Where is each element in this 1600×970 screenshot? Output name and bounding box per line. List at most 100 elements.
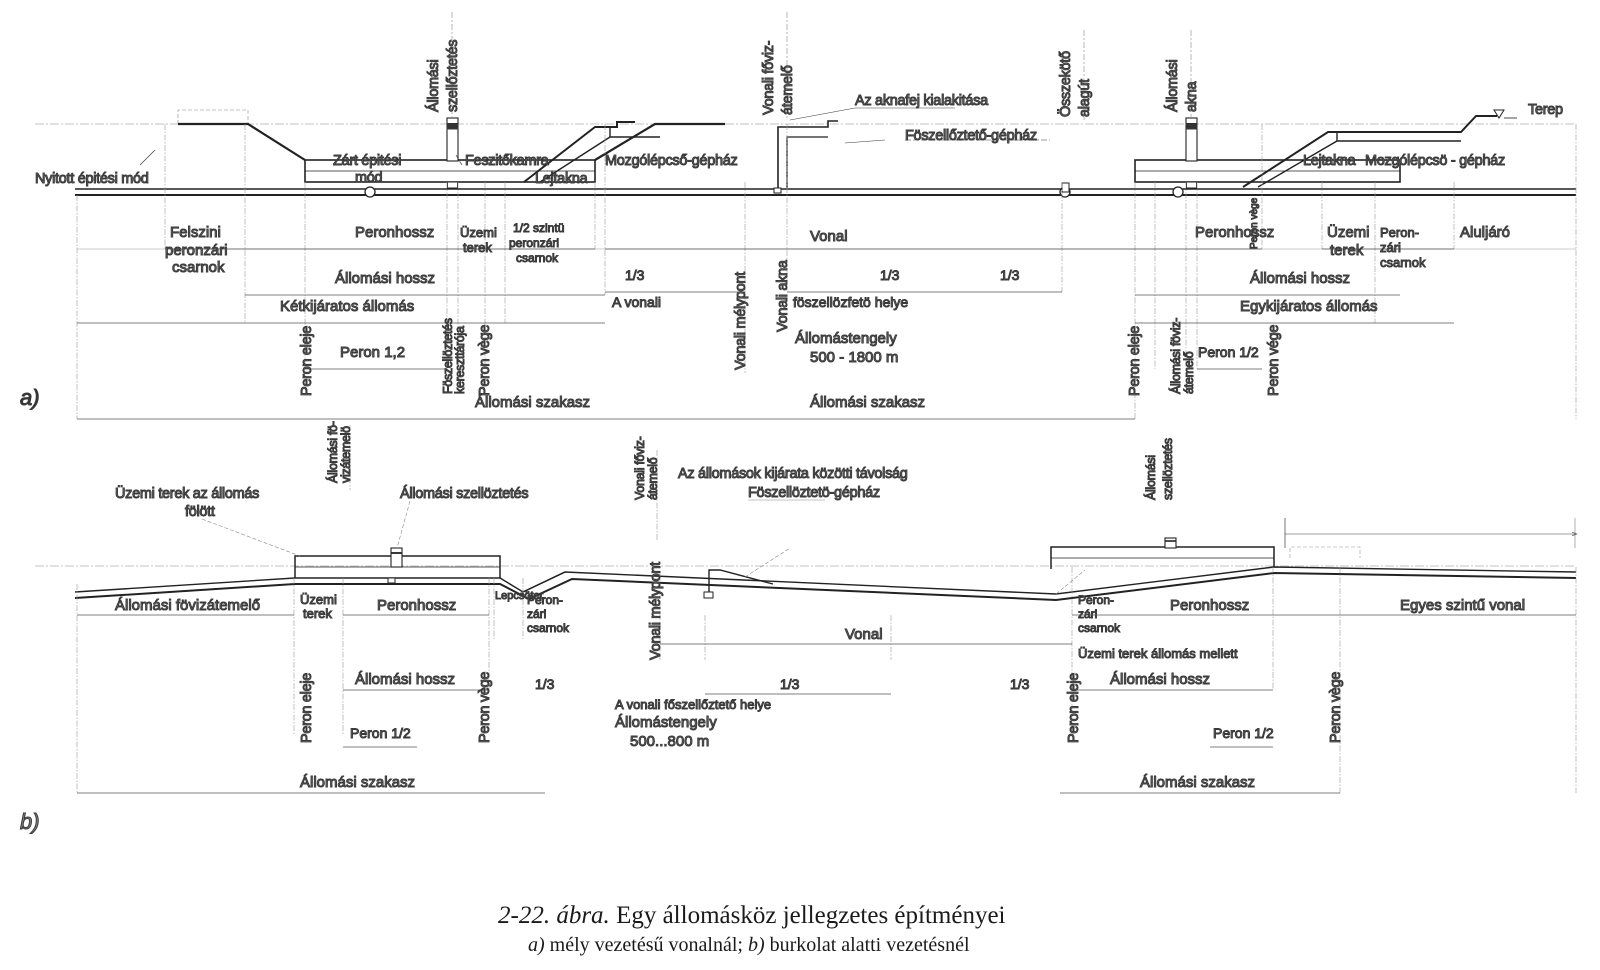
svg-text:Lejtakna: Lejtakna	[1303, 153, 1357, 169]
svg-text:Az állomások kijárata közötti: Az állomások kijárata közötti távolság	[678, 466, 908, 482]
svg-text:Állomási: Állomási	[1143, 455, 1158, 500]
svg-text:Összekötő: Összekötő	[1056, 51, 1074, 117]
svg-text:1/3: 1/3	[535, 676, 555, 692]
svg-text:csarnok: csarnok	[172, 259, 225, 276]
svg-text:Vonali mélypont: Vonali mélypont	[733, 272, 749, 370]
svg-text:Zárt épitési: Zárt épitési	[333, 153, 401, 169]
svg-text:1/2 szintü: 1/2 szintü	[513, 221, 564, 235]
svg-text:Mozgólépcsö - gépház: Mozgólépcsö - gépház	[1365, 153, 1505, 169]
svg-text:Állomástengely: Állomástengely	[795, 330, 897, 347]
svg-text:Állomási szakasz: Állomási szakasz	[475, 394, 590, 411]
svg-text:Üzemi: Üzemi	[1327, 223, 1370, 241]
svg-text:vizátemelö: vizátemelö	[339, 426, 353, 483]
svg-text:b): b)	[20, 809, 40, 834]
svg-text:a) mély vezetésű vonalnál; b): a) mély vezetésű vonalnál; b) burkolat a…	[528, 934, 970, 956]
svg-text:Állomási hossz: Állomási hossz	[335, 270, 435, 287]
svg-text:A vonali főszellőztető helye: A vonali főszellőztető helye	[615, 697, 771, 712]
svg-text:Peron 1/2: Peron 1/2	[1213, 725, 1274, 741]
svg-text:Állomási szakasz: Állomási szakasz	[300, 774, 415, 791]
svg-text:Üzemi terek az állomás: Üzemi terek az állomás	[115, 484, 259, 502]
svg-text:csarnok: csarnok	[527, 621, 570, 635]
svg-text:terek: terek	[463, 240, 492, 255]
svg-text:Vonal: Vonal	[845, 626, 883, 643]
svg-text:alagút: alagút	[1077, 79, 1093, 117]
svg-text:szellőztetés: szellőztetés	[445, 40, 461, 112]
svg-text:Vonali akna: Vonali akna	[775, 259, 791, 332]
svg-text:terek: terek	[303, 606, 332, 621]
svg-text:Terep: Terep	[1528, 102, 1563, 118]
svg-text:Peron eleje: Peron eleje	[299, 326, 315, 396]
svg-text:Peronhossz: Peronhossz	[377, 597, 456, 614]
svg-text:Állomási föviz-: Állomási föviz-	[1168, 318, 1183, 394]
svg-text:Peronhossz: Peronhossz	[1170, 597, 1249, 614]
svg-text:Egykijáratos állomás: Egykijáratos állomás	[1240, 298, 1378, 315]
svg-text:Föszellöztetö-gépház: Föszellöztetö-gépház	[748, 485, 880, 501]
svg-text:mód: mód	[355, 170, 383, 186]
svg-text:Üzemi terek állomás mellett: Üzemi terek állomás mellett	[1078, 646, 1238, 661]
svg-text:csarnok: csarnok	[1380, 255, 1426, 270]
svg-text:Vonali főviz-: Vonali főviz-	[633, 436, 647, 500]
svg-text:zári: zári	[527, 607, 546, 621]
svg-text:Feszitőkamra: Feszitőkamra	[465, 153, 550, 169]
svg-text:Peron vège: Peron vège	[477, 672, 493, 743]
svg-text:Peronhossz: Peronhossz	[1195, 224, 1274, 241]
svg-text:Egyes szintű vonal: Egyes szintű vonal	[1400, 597, 1525, 614]
svg-text:Mozgólépcső-gépház: Mozgólépcső-gépház	[605, 153, 737, 169]
svg-text:2-22. ábra. Egy állomásköz jel: 2-22. ábra. Egy állomásköz jellegzetes é…	[498, 902, 1006, 929]
svg-text:1/3: 1/3	[880, 267, 900, 283]
svg-text:Állomási: Állomási	[425, 60, 442, 112]
svg-text:átemelő: átemelő	[1182, 351, 1196, 394]
svg-text:Peron eleje: Peron eleje	[1127, 326, 1143, 396]
svg-text:500...800 m: 500...800 m	[630, 733, 709, 750]
svg-text:csarnok: csarnok	[516, 251, 559, 265]
svg-text:átemelő: átemelő	[646, 457, 660, 500]
svg-text:Peron-: Peron-	[1078, 593, 1114, 607]
svg-text:Peron-: Peron-	[527, 593, 563, 607]
svg-text:Peron eleje: Peron eleje	[299, 673, 315, 743]
svg-text:Üzemi: Üzemi	[460, 225, 497, 240]
svg-text:Vonali mélypont: Vonali mélypont	[648, 562, 664, 660]
svg-text:kereszttárója: kereszttárója	[453, 326, 467, 394]
svg-text:terek: terek	[1330, 242, 1364, 259]
svg-text:Peron vège: Peron vège	[1328, 672, 1344, 743]
svg-text:Föszellőztető-gépház: Föszellőztető-gépház	[905, 128, 1037, 144]
svg-text:A vonali: A vonali	[612, 294, 661, 310]
svg-text:Kétkijáratos állomás: Kétkijáratos állomás	[280, 298, 414, 315]
svg-text:Állomási szakasz: Állomási szakasz	[1140, 774, 1255, 791]
svg-text:1/3: 1/3	[780, 676, 800, 692]
svg-text:Állomási hossz: Állomási hossz	[1110, 671, 1210, 688]
svg-text:peronzári: peronzári	[509, 236, 559, 250]
svg-text:akna: akna	[1184, 81, 1200, 112]
svg-text:csarnok: csarnok	[1078, 621, 1121, 635]
svg-text:Nyitott épitési mód: Nyitott épitési mód	[35, 171, 149, 187]
svg-text:Állomási fö-: Állomási fö-	[325, 421, 340, 483]
svg-text:Peron 1/2: Peron 1/2	[350, 725, 411, 741]
svg-text:Állomási fövizátemelő: Állomási fövizátemelő	[115, 597, 260, 614]
svg-text:zári: zári	[1078, 607, 1097, 621]
svg-text:Peron 1/2: Peron 1/2	[1198, 344, 1259, 360]
svg-text:500 - 1800 m: 500 - 1800 m	[810, 349, 898, 366]
svg-text:a): a)	[20, 385, 40, 410]
svg-text:Felszini: Felszini	[170, 224, 221, 241]
svg-text:szellöztetés: szellöztetés	[1161, 438, 1175, 500]
svg-text:zári: zári	[1380, 240, 1401, 255]
svg-text:Peron vége: Peron vége	[1266, 325, 1282, 396]
svg-text:Lejtakna: Lejtakna	[535, 171, 589, 187]
svg-text:peronzári: peronzári	[165, 242, 228, 259]
svg-text:Vonal: Vonal	[810, 228, 848, 245]
svg-text:fölött: fölött	[185, 504, 215, 520]
svg-text:Aluljáró: Aluljáró	[1460, 224, 1510, 241]
svg-text:Állomási hossz: Állomási hossz	[355, 671, 455, 688]
svg-text:Peronhossz: Peronhossz	[355, 224, 434, 241]
svg-text:Állomási: Állomási	[1164, 60, 1181, 112]
svg-text:Állomási szakasz: Állomási szakasz	[810, 394, 925, 411]
svg-text:föszellözfetö helye: föszellözfetö helye	[793, 294, 908, 310]
svg-text:Állomási hossz: Állomási hossz	[1250, 270, 1350, 287]
svg-text:Peron vège: Peron vège	[477, 325, 493, 396]
svg-text:1/3: 1/3	[1010, 676, 1030, 692]
svg-text:Állomási szellöztetés: Állomási szellöztetés	[400, 485, 528, 502]
svg-text:Vonali főviz-: Vonali főviz-	[761, 40, 777, 115]
svg-text:Peron eleje: Peron eleje	[1066, 673, 1082, 743]
svg-text:Üzemi: Üzemi	[300, 592, 337, 607]
svg-text:Az aknafej kialakitása: Az aknafej kialakitása	[855, 93, 989, 109]
